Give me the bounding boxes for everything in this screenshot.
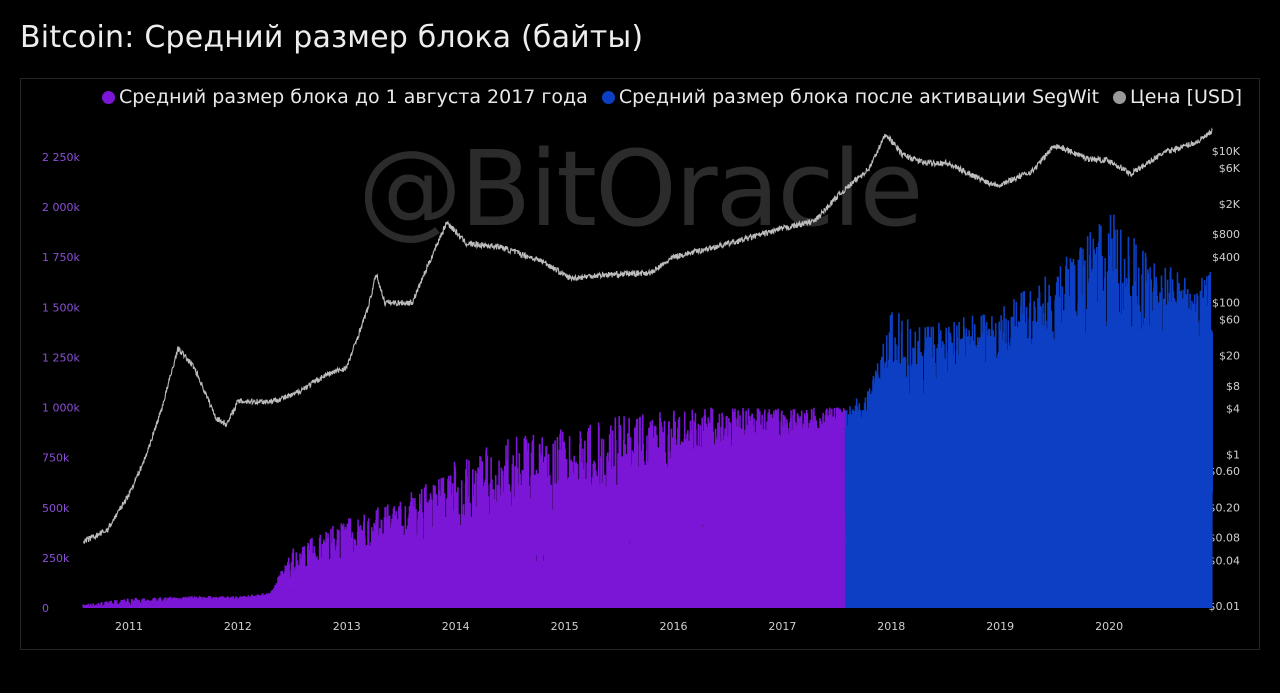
y-left-tick-label: 1 750k xyxy=(42,251,80,264)
y-left-tick-label: 500k xyxy=(42,502,70,515)
y-left-tick-label: 0 xyxy=(42,602,49,615)
legend-label-segwit: Средний размер блока после активации Seg… xyxy=(618,86,1100,108)
y-left-tick-label: 1 000k xyxy=(42,402,80,415)
y-left-tick-label: 1 250k xyxy=(42,351,80,364)
y-right-tick-label: $8 xyxy=(1226,380,1240,393)
y-right-tick-label: $0.60 xyxy=(1209,465,1241,478)
y-right-tick-label: $10K xyxy=(1212,145,1241,158)
series-pre-segwit-area xyxy=(83,508,846,608)
series-pre-segwit-spikes xyxy=(82,407,846,608)
y-right-tick-label: $100 xyxy=(1212,297,1240,310)
x-tick-label: 2018 xyxy=(877,620,905,633)
legend-label-pre-segwit: Средний размер блока до 1 августа 2017 г… xyxy=(118,86,588,108)
legend: Средний размер блока до 1 августа 2017 г… xyxy=(101,86,1242,108)
series-price-line xyxy=(83,127,1213,544)
series-segwit-area xyxy=(845,462,1213,608)
series-segwit-spikes xyxy=(844,214,1213,581)
y-left-tick-label: 2 250k xyxy=(42,151,80,164)
y-right-tick-label: $4 xyxy=(1226,403,1240,416)
y-right-tick-label: $20 xyxy=(1219,350,1240,363)
y-left-tick-label: 1 500k xyxy=(42,301,80,314)
chart-panel xyxy=(20,78,1260,650)
legend-item-segwit[interactable]: Средний размер блока после активации Seg… xyxy=(601,86,1100,108)
x-tick-label: 2012 xyxy=(224,620,252,633)
y-right-tick-label: $60 xyxy=(1219,313,1240,326)
y-right-tick-label: $2K xyxy=(1219,198,1241,211)
x-tick-label: 2016 xyxy=(660,620,688,633)
legend-label-price: Цена [USD] xyxy=(1130,86,1242,108)
y-right-tick-label: $6K xyxy=(1219,162,1241,175)
x-tick-label: 2019 xyxy=(986,620,1014,633)
y-right-tick-label: $0.20 xyxy=(1209,501,1241,514)
y-left-tick-label: 2 000k xyxy=(42,201,80,214)
legend-item-pre-segwit[interactable]: Средний размер блока до 1 августа 2017 г… xyxy=(101,86,588,108)
x-tick-label: 2011 xyxy=(115,620,143,633)
y-left-tick-label: 750k xyxy=(42,452,70,465)
y-right-tick-label: $1 xyxy=(1226,448,1240,461)
y-right-tick-label: $0.04 xyxy=(1209,554,1241,567)
x-tick-label: 2014 xyxy=(442,620,470,633)
legend-item-price[interactable]: Цена [USD] xyxy=(1113,86,1242,108)
x-tick-label: 2015 xyxy=(551,620,579,633)
y-right-tick-label: $400 xyxy=(1212,251,1240,264)
x-tick-label: 2020 xyxy=(1095,620,1123,633)
x-tick-label: 2017 xyxy=(768,620,796,633)
y-right-tick-label: $0.08 xyxy=(1209,532,1241,545)
x-tick-label: 2013 xyxy=(333,620,361,633)
legend-dot-segwit xyxy=(601,90,615,104)
legend-dot-price xyxy=(1113,90,1127,104)
y-right-tick-label: $800 xyxy=(1212,228,1240,241)
legend-dot-pre-segwit xyxy=(101,90,115,104)
y-left-tick-label: 250k xyxy=(42,552,70,565)
chart-title: Bitcoin: Средний размер блока (байты) xyxy=(20,20,644,55)
y-right-tick-label: $0.01 xyxy=(1209,600,1241,613)
